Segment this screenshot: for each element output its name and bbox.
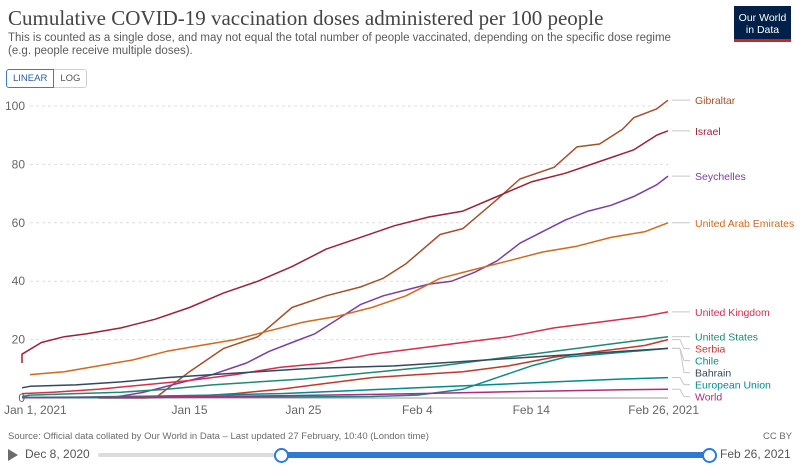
series-line[interactable]	[29, 222, 669, 376]
y-tick-label: 40	[12, 274, 26, 288]
y-tick-label: 60	[12, 216, 26, 230]
series-line[interactable]	[21, 130, 669, 363]
label-connector	[672, 388, 690, 398]
y-tick-label: 100	[5, 99, 25, 113]
series-line[interactable]	[21, 335, 669, 398]
x-tick-label: Feb 26, 2021	[628, 403, 699, 417]
owid-logo[interactable]: Our World in Data	[734, 6, 791, 42]
chart-title: Cumulative COVID-19 vaccination doses ad…	[8, 6, 604, 30]
x-tick-label: Jan 1, 2021	[4, 403, 67, 417]
x-tick-label: Feb 14	[513, 403, 551, 417]
y-tick-label: 0	[18, 391, 25, 405]
source-note: Source: Official data collated by Our Wo…	[8, 431, 429, 442]
series-line[interactable]	[21, 388, 669, 399]
y-axis-ticks: 0 20 40 60 80 100	[5, 99, 25, 405]
x-axis-ticks: Jan 1, 2021 Jan 15 Jan 25 Feb 4 Feb 14 Feb 26…	[4, 403, 699, 417]
label-connector	[672, 339, 690, 350]
series-lines	[21, 99, 669, 399]
series-label[interactable]: United States	[695, 332, 758, 344]
series-label[interactable]: European Union	[695, 380, 771, 392]
label-connector	[672, 377, 690, 386]
line-chart: 0 20 40 60 80 100 Jan 1, 2021 Jan 15 Jan 25 Feb …	[4, 95, 794, 417]
x-tick-label: Jan 25	[285, 403, 321, 417]
y-tick-label: 20	[12, 333, 26, 347]
x-tick-label: Jan 15	[171, 403, 207, 417]
timeline-end-date: Feb 26, 2021	[720, 447, 791, 461]
timeline-start-handle[interactable]	[274, 448, 289, 463]
x-tick-label: Feb 4	[402, 403, 433, 417]
series-label[interactable]: Chile	[695, 356, 719, 368]
timeline-end-handle[interactable]	[702, 448, 717, 463]
series-line[interactable]	[21, 311, 669, 395]
series-label[interactable]: Serbia	[695, 344, 726, 356]
y-tick-label: 80	[12, 157, 26, 171]
series-line[interactable]	[21, 347, 669, 389]
chart-subtitle: This is counted as a single dose, and ma…	[8, 32, 671, 57]
series-line[interactable]	[109, 175, 669, 399]
logo-line-2: in Data	[745, 24, 780, 36]
series-label[interactable]: Gibraltar	[695, 95, 736, 107]
timeline: Dec 8, 2020 Feb 26, 2021	[0, 446, 800, 466]
series-labels: Gibraltar Israel Seychelles United Arab Emi…	[672, 95, 794, 404]
linear-scale-button[interactable]: LINEAR	[6, 69, 55, 88]
logo-line-1: Our World	[738, 12, 787, 24]
timeline-start-date: Dec 8, 2020	[25, 447, 90, 461]
series-label[interactable]: Seychelles	[695, 171, 746, 183]
series-label[interactable]: World	[695, 392, 722, 404]
timeline-selected-range	[280, 452, 708, 458]
license-link[interactable]: CC BY	[762, 431, 792, 442]
series-label[interactable]: United Kingdom	[695, 307, 770, 319]
series-label[interactable]: Israel	[695, 126, 721, 138]
play-icon[interactable]	[8, 449, 18, 461]
series-label[interactable]: United Arab Emirates	[695, 218, 794, 230]
scale-toggle: LINEAR LOG	[6, 69, 88, 88]
log-scale-button[interactable]: LOG	[54, 69, 88, 88]
label-connector	[672, 347, 690, 374]
series-label[interactable]: Bahrain	[695, 368, 731, 380]
